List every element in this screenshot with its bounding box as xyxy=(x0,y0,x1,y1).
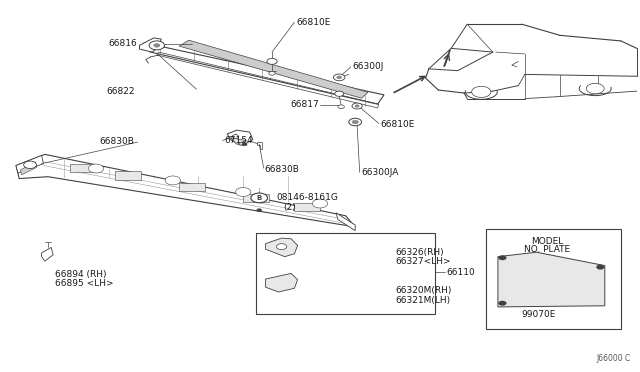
Circle shape xyxy=(269,71,275,75)
Polygon shape xyxy=(179,40,368,98)
Circle shape xyxy=(276,244,287,250)
Polygon shape xyxy=(336,213,355,231)
Polygon shape xyxy=(227,130,253,145)
Polygon shape xyxy=(70,164,96,172)
Text: 66817: 66817 xyxy=(290,100,319,109)
Circle shape xyxy=(349,118,362,126)
Text: 66300JA: 66300JA xyxy=(362,169,399,177)
Circle shape xyxy=(251,193,268,203)
Text: 67154: 67154 xyxy=(224,136,253,145)
Polygon shape xyxy=(20,162,36,175)
Text: NO. PLATE: NO. PLATE xyxy=(524,246,570,254)
Text: 66327<LH>: 66327<LH> xyxy=(395,257,451,266)
Polygon shape xyxy=(266,238,298,257)
Polygon shape xyxy=(16,155,44,173)
Text: 66321M(LH): 66321M(LH) xyxy=(395,296,450,305)
Circle shape xyxy=(236,187,251,196)
Circle shape xyxy=(596,265,604,269)
Circle shape xyxy=(165,176,180,185)
Text: 66810E: 66810E xyxy=(380,120,415,129)
Circle shape xyxy=(267,58,277,64)
Polygon shape xyxy=(498,252,605,307)
Polygon shape xyxy=(115,171,141,180)
Circle shape xyxy=(88,164,104,173)
Circle shape xyxy=(499,301,506,305)
Polygon shape xyxy=(243,194,269,202)
Text: B: B xyxy=(257,195,262,201)
Bar xyxy=(486,229,621,329)
Text: 66894 (RH): 66894 (RH) xyxy=(55,270,106,279)
Circle shape xyxy=(337,76,342,79)
Text: 08146-8161G: 08146-8161G xyxy=(276,193,339,202)
Text: MODEL: MODEL xyxy=(531,237,563,246)
Polygon shape xyxy=(42,247,53,261)
Polygon shape xyxy=(16,154,355,227)
Text: 99070E: 99070E xyxy=(522,310,556,319)
Circle shape xyxy=(333,74,345,81)
Circle shape xyxy=(312,199,328,208)
Circle shape xyxy=(352,120,358,124)
Circle shape xyxy=(472,86,491,97)
Polygon shape xyxy=(266,273,298,292)
Polygon shape xyxy=(140,38,161,52)
Circle shape xyxy=(149,41,164,50)
Text: 66822: 66822 xyxy=(106,87,134,96)
Circle shape xyxy=(335,91,344,96)
Text: 66320M(RH): 66320M(RH) xyxy=(395,286,451,295)
Circle shape xyxy=(586,83,604,94)
Text: 66300J: 66300J xyxy=(352,62,383,71)
Polygon shape xyxy=(144,43,384,104)
Text: (2): (2) xyxy=(283,203,296,212)
Circle shape xyxy=(242,143,247,146)
Text: 66830B: 66830B xyxy=(100,137,134,146)
Circle shape xyxy=(355,105,359,107)
Circle shape xyxy=(257,209,262,212)
Polygon shape xyxy=(230,138,246,144)
Text: J66000 C: J66000 C xyxy=(596,355,630,363)
Text: 66810E: 66810E xyxy=(296,18,331,27)
Circle shape xyxy=(232,135,239,138)
Circle shape xyxy=(24,161,36,169)
Circle shape xyxy=(338,105,344,109)
Circle shape xyxy=(352,103,362,109)
Polygon shape xyxy=(294,203,320,211)
Text: 66326(RH): 66326(RH) xyxy=(395,248,444,257)
Text: 66816: 66816 xyxy=(109,39,138,48)
Polygon shape xyxy=(257,142,262,149)
Polygon shape xyxy=(179,183,205,191)
Circle shape xyxy=(499,256,506,260)
Circle shape xyxy=(154,44,160,47)
Text: 66895 <LH>: 66895 <LH> xyxy=(55,279,114,288)
Bar xyxy=(256,232,435,314)
Text: 66830B: 66830B xyxy=(264,165,299,174)
Text: 66110: 66110 xyxy=(446,268,475,277)
